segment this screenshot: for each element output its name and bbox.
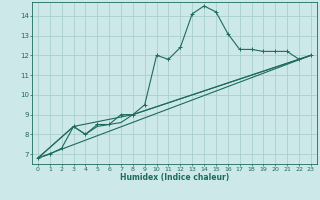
X-axis label: Humidex (Indice chaleur): Humidex (Indice chaleur) — [120, 173, 229, 182]
